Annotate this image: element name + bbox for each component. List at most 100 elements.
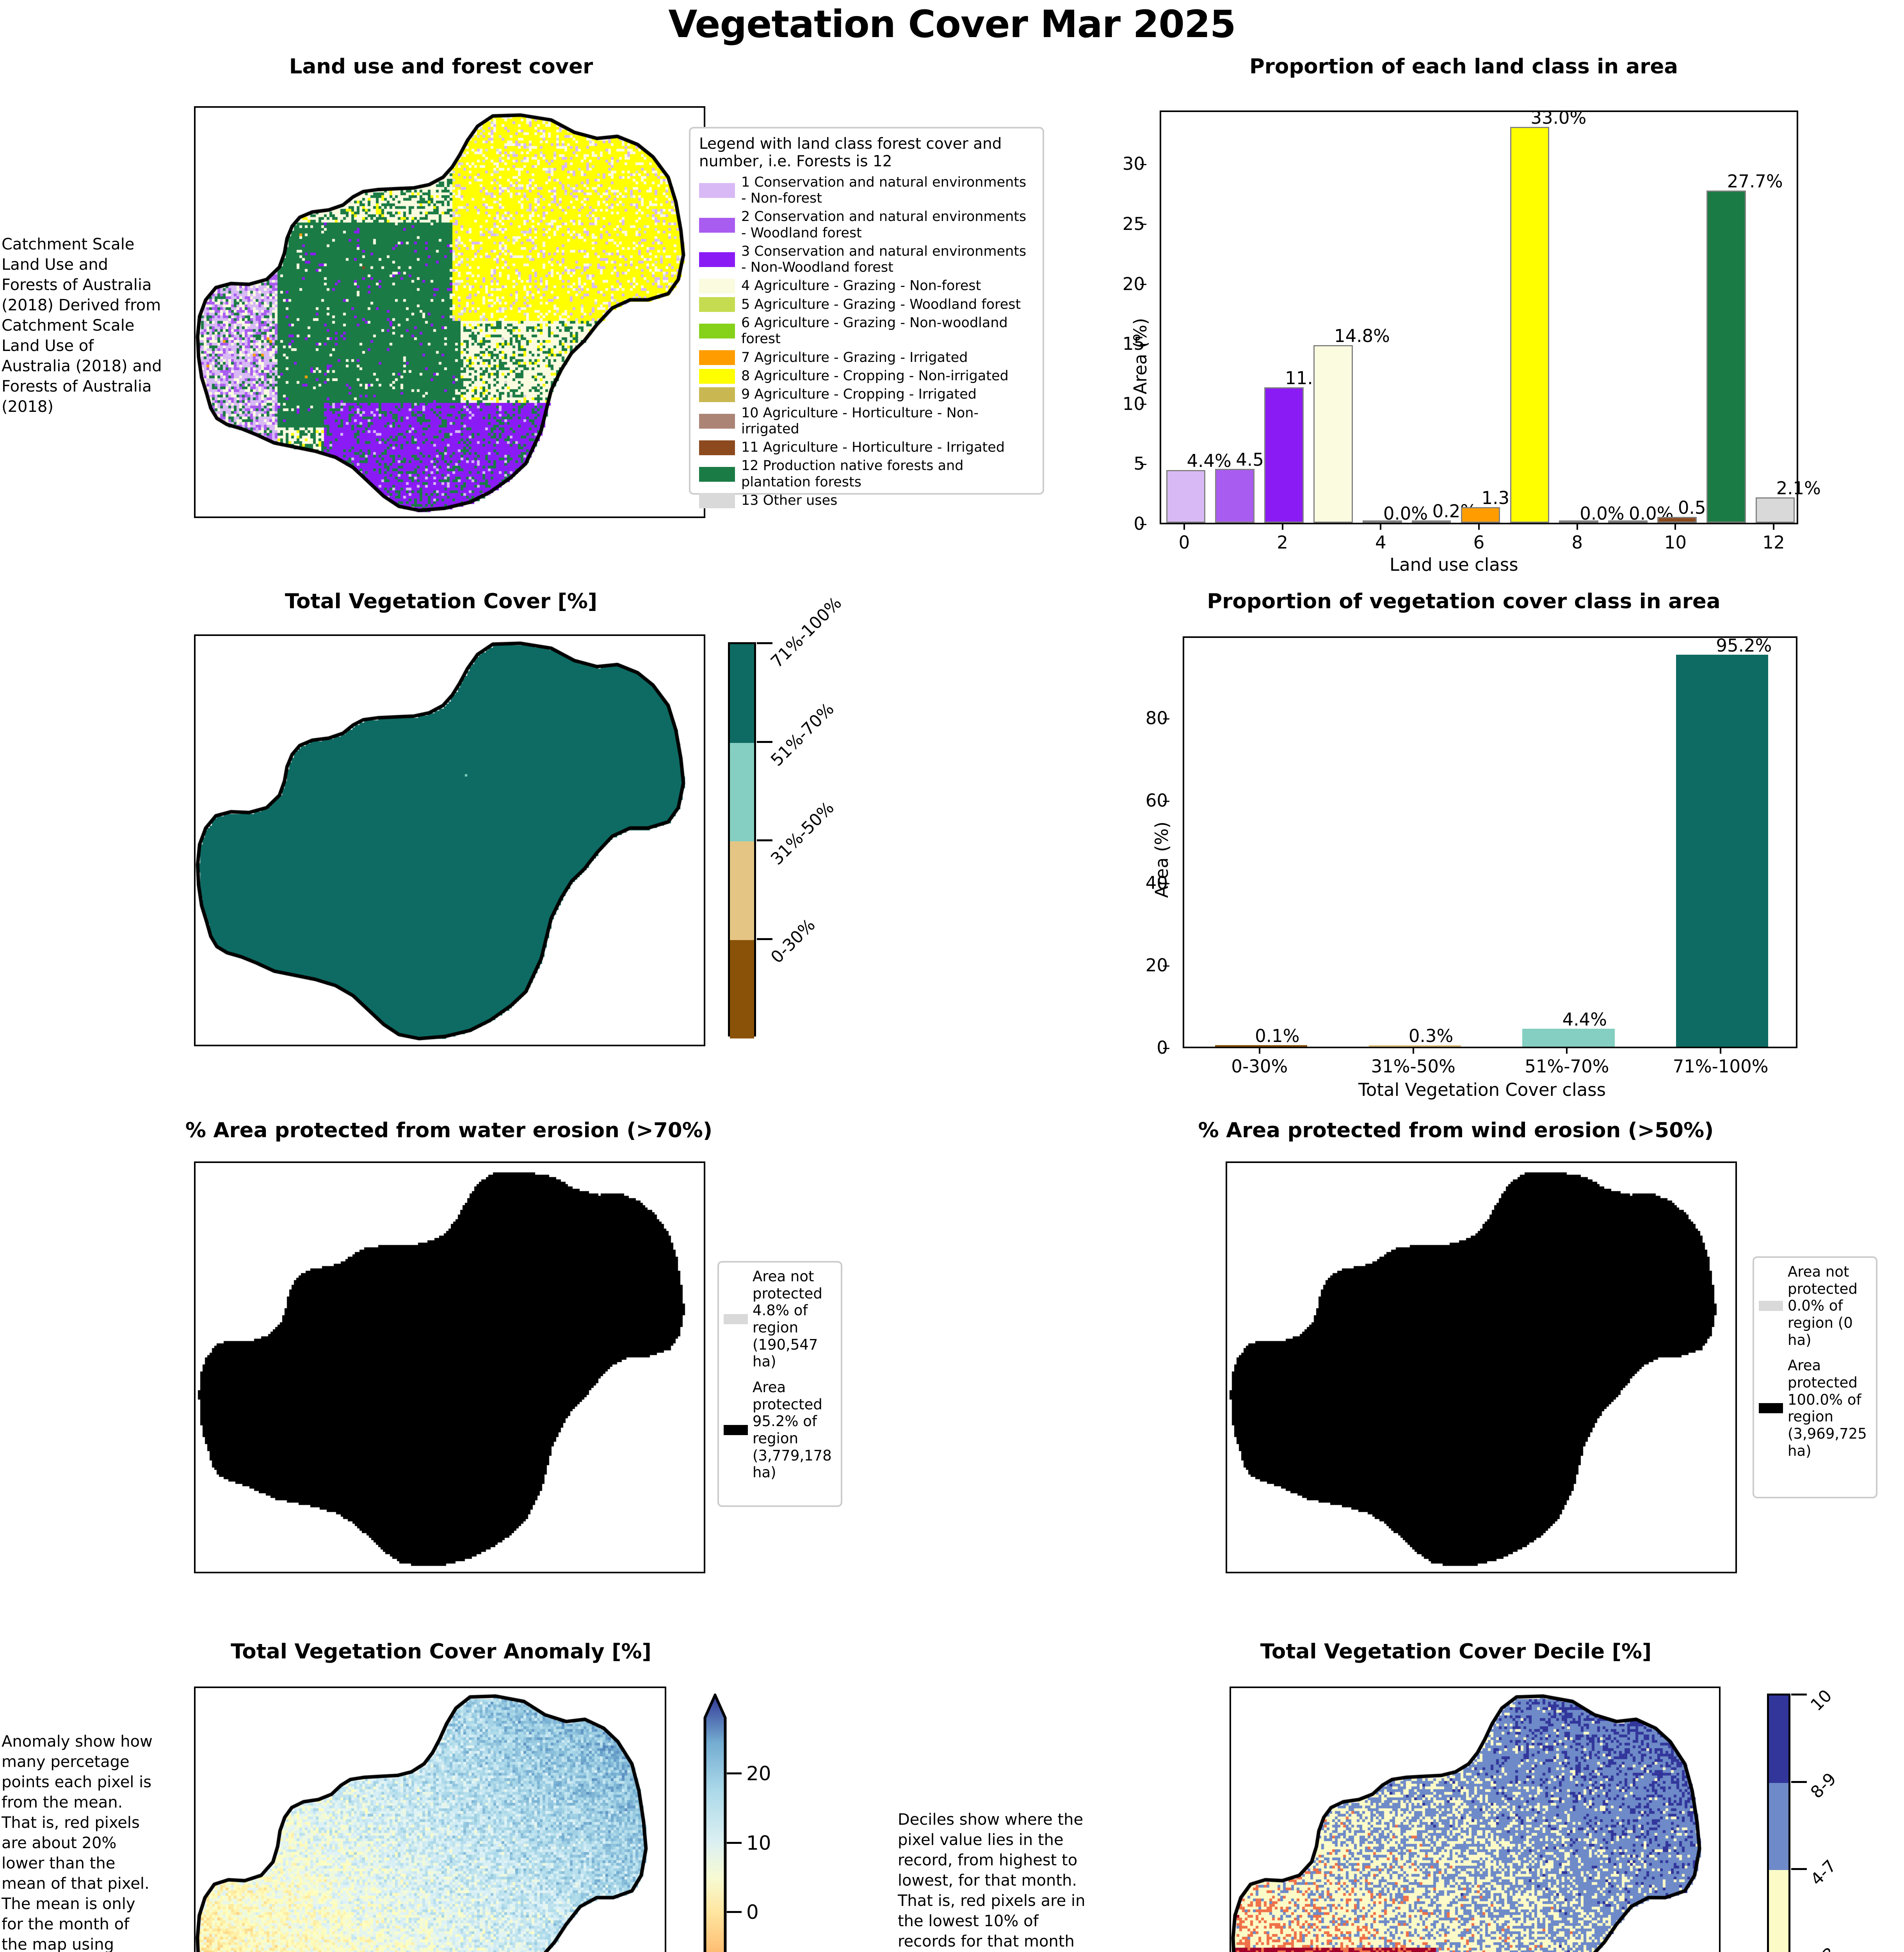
bar[interactable]: [1368, 1045, 1461, 1047]
veg-cover-map[interactable]: [194, 634, 705, 1046]
decile-map[interactable]: [1230, 1687, 1721, 1952]
anomaly-map-canvas: [196, 1688, 665, 1952]
y-tick-mark: [1163, 1047, 1169, 1049]
land-use-bar-title: Proportion of each land class in area: [1249, 55, 1678, 78]
colorbar-tick-mark: [757, 938, 772, 940]
y-tick-mark: [1163, 718, 1169, 720]
legend-color-swatch: [699, 324, 735, 339]
bar[interactable]: [1559, 520, 1599, 523]
erosion-legend-item: Area protected 100.0% of region (3,969,7…: [1759, 1357, 1871, 1459]
wind-erosion-map[interactable]: [1226, 1161, 1737, 1573]
colorbar-tick-mark: [757, 642, 772, 644]
legend-color-swatch: [699, 297, 735, 312]
legend-item-label: 11 Agriculture - Horticulture - Irrigate…: [741, 440, 1005, 456]
y-tick-label: 80: [1129, 708, 1169, 728]
bar-value-label: 4.4%: [1187, 450, 1231, 471]
land-use-bar-chart[interactable]: 4.4% 4.5% 11.3% 14.8% 0.0% 0.2% 1.3% 33.0% 0.0% 0…: [1160, 107, 1821, 524]
bar-value-label: 0.1%: [1255, 1026, 1300, 1046]
water-erosion-legend: Area not protected 4.8% of region (190,5…: [717, 1261, 842, 1507]
legend-color-swatch: [699, 467, 735, 482]
legend-color-swatch: [724, 1314, 748, 1324]
legend-item-label: 1 Conservation and natural environments …: [741, 174, 1027, 206]
legend-item-label: 6 Agriculture - Grazing - Non-woodland f…: [741, 315, 1008, 347]
land-use-legend-item: 9 Agriculture - Cropping - Irrigated: [699, 386, 1034, 403]
legend-color-swatch: [699, 493, 735, 508]
bar[interactable]: [1264, 387, 1304, 523]
bar[interactable]: [1608, 520, 1648, 523]
land-use-legend-item: 11 Agriculture - Horticulture - Irrigate…: [699, 440, 1034, 456]
legend-item-label: Area protected 100.0% of region (3,969,7…: [1788, 1357, 1867, 1459]
bar[interactable]: [1461, 507, 1500, 523]
colorbar-segment: [1769, 1696, 1788, 1783]
veg-cover-map-canvas: [196, 636, 704, 1045]
colorbar-tick-label: 10: [1807, 1686, 1836, 1715]
land-use-legend-item: 8 Agriculture - Cropping - Non-irrigated: [699, 368, 1034, 384]
y-tick-label: 30: [1106, 153, 1146, 174]
colorbar-tick-label: 4-7: [1807, 1856, 1840, 1890]
colorbar-tick-label: 8-9: [1807, 1769, 1840, 1802]
legend-item-label: 8 Agriculture - Cropping - Non-irrigated: [741, 368, 1009, 384]
bar[interactable]: [1676, 654, 1769, 1047]
decile-colorbar: [1767, 1694, 1790, 1952]
y-tick-label: 20: [1129, 955, 1169, 976]
x-tick-label: 8: [1571, 532, 1583, 553]
bar1-xlabel: Land use class: [1390, 554, 1518, 575]
y-tick-mark: [1140, 224, 1146, 225]
colorbar-tick-label: 10: [746, 1831, 771, 1854]
x-tick-label: 51%-70%: [1525, 1056, 1609, 1077]
bar[interactable]: [1215, 1045, 1307, 1047]
colorbar-tick-label: 51%-70%: [767, 699, 838, 770]
y-tick-label: 0: [1106, 513, 1146, 534]
land-use-legend-item: 5 Agriculture - Grazing - Woodland fores…: [699, 297, 1034, 313]
y-tick-mark: [1140, 344, 1146, 345]
x-tick-mark: [1674, 524, 1676, 530]
bar[interactable]: [1706, 190, 1746, 523]
water-erosion-title: % Area protected from water erosion (>70…: [185, 1118, 713, 1142]
x-tick-label: 2: [1277, 532, 1288, 553]
y-tick-mark: [1140, 463, 1146, 465]
veg-cover-map-title: Total Vegetation Cover [%]: [285, 590, 598, 613]
bar[interactable]: [1522, 1028, 1615, 1047]
decile-map-canvas: [1231, 1688, 1719, 1952]
bar2-y-axis: 0 20 40 60 80: [1136, 636, 1179, 1058]
bar[interactable]: [1755, 497, 1795, 523]
decile-explainer-note: Deciles show where the pixel value lies …: [898, 1811, 1085, 1950]
y-tick-mark: [1140, 524, 1146, 525]
x-tick-mark: [1183, 524, 1185, 530]
colorbar-tick-label: 2-3: [1807, 1943, 1840, 1952]
bar[interactable]: [1510, 127, 1550, 523]
anomaly-colorbar: [703, 1692, 727, 1952]
veg-cover-bar-title: Proportion of vegetation cover class in …: [1207, 590, 1721, 613]
x-tick-mark: [1258, 1048, 1260, 1054]
legend-item-label: 10 Agriculture - Horticulture - Non-irri…: [741, 405, 979, 437]
y-tick-mark: [1140, 404, 1146, 405]
bar[interactable]: [1657, 516, 1697, 523]
colorbar-tick-mark: [1791, 1781, 1807, 1783]
bar[interactable]: [1215, 468, 1255, 523]
bar[interactable]: [1313, 345, 1353, 523]
legend-item-label: 9 Agriculture - Cropping - Irrigated: [741, 386, 977, 403]
bar[interactable]: [1166, 470, 1206, 523]
land-use-legend-item: 2 Conservation and natural environments …: [699, 209, 1034, 241]
y-tick-mark: [1163, 965, 1169, 967]
bar[interactable]: [1411, 520, 1451, 523]
colorbar-tick-mark: [757, 741, 772, 743]
bar1-ylabel-text: Area (%): [1130, 318, 1151, 394]
bar[interactable]: [1362, 520, 1402, 523]
x-tick-label: 31%-50%: [1371, 1056, 1456, 1077]
legend-item-label: 13 Other uses: [741, 493, 838, 509]
page-title: Vegetation Cover Mar 2025: [668, 2, 1236, 46]
water-erosion-map[interactable]: [194, 1161, 705, 1573]
anomaly-map[interactable]: [194, 1687, 666, 1952]
land-use-map[interactable]: [194, 106, 705, 518]
colorbar-tick-label: 0: [746, 1901, 759, 1924]
wind-erosion-title: % Area protected from wind erosion (>50%…: [1198, 1118, 1714, 1142]
legend-color-swatch: [699, 252, 735, 267]
y-tick-label: 25: [1106, 214, 1146, 234]
y-tick-label: 10: [1106, 394, 1146, 414]
anomaly-title: Total Vegetation Cover Anomaly [%]: [231, 1640, 651, 1663]
x-tick-mark: [1281, 524, 1283, 530]
bar2-x-axis: 0-30% 31%-50% 51%-70% 71%-100%: [1183, 1048, 1797, 1085]
veg-cover-bar-chart[interactable]: 0.1% 0.3% 4.4% 95.2%: [1183, 635, 1797, 1048]
x-tick-label: 71%-100%: [1673, 1056, 1769, 1077]
